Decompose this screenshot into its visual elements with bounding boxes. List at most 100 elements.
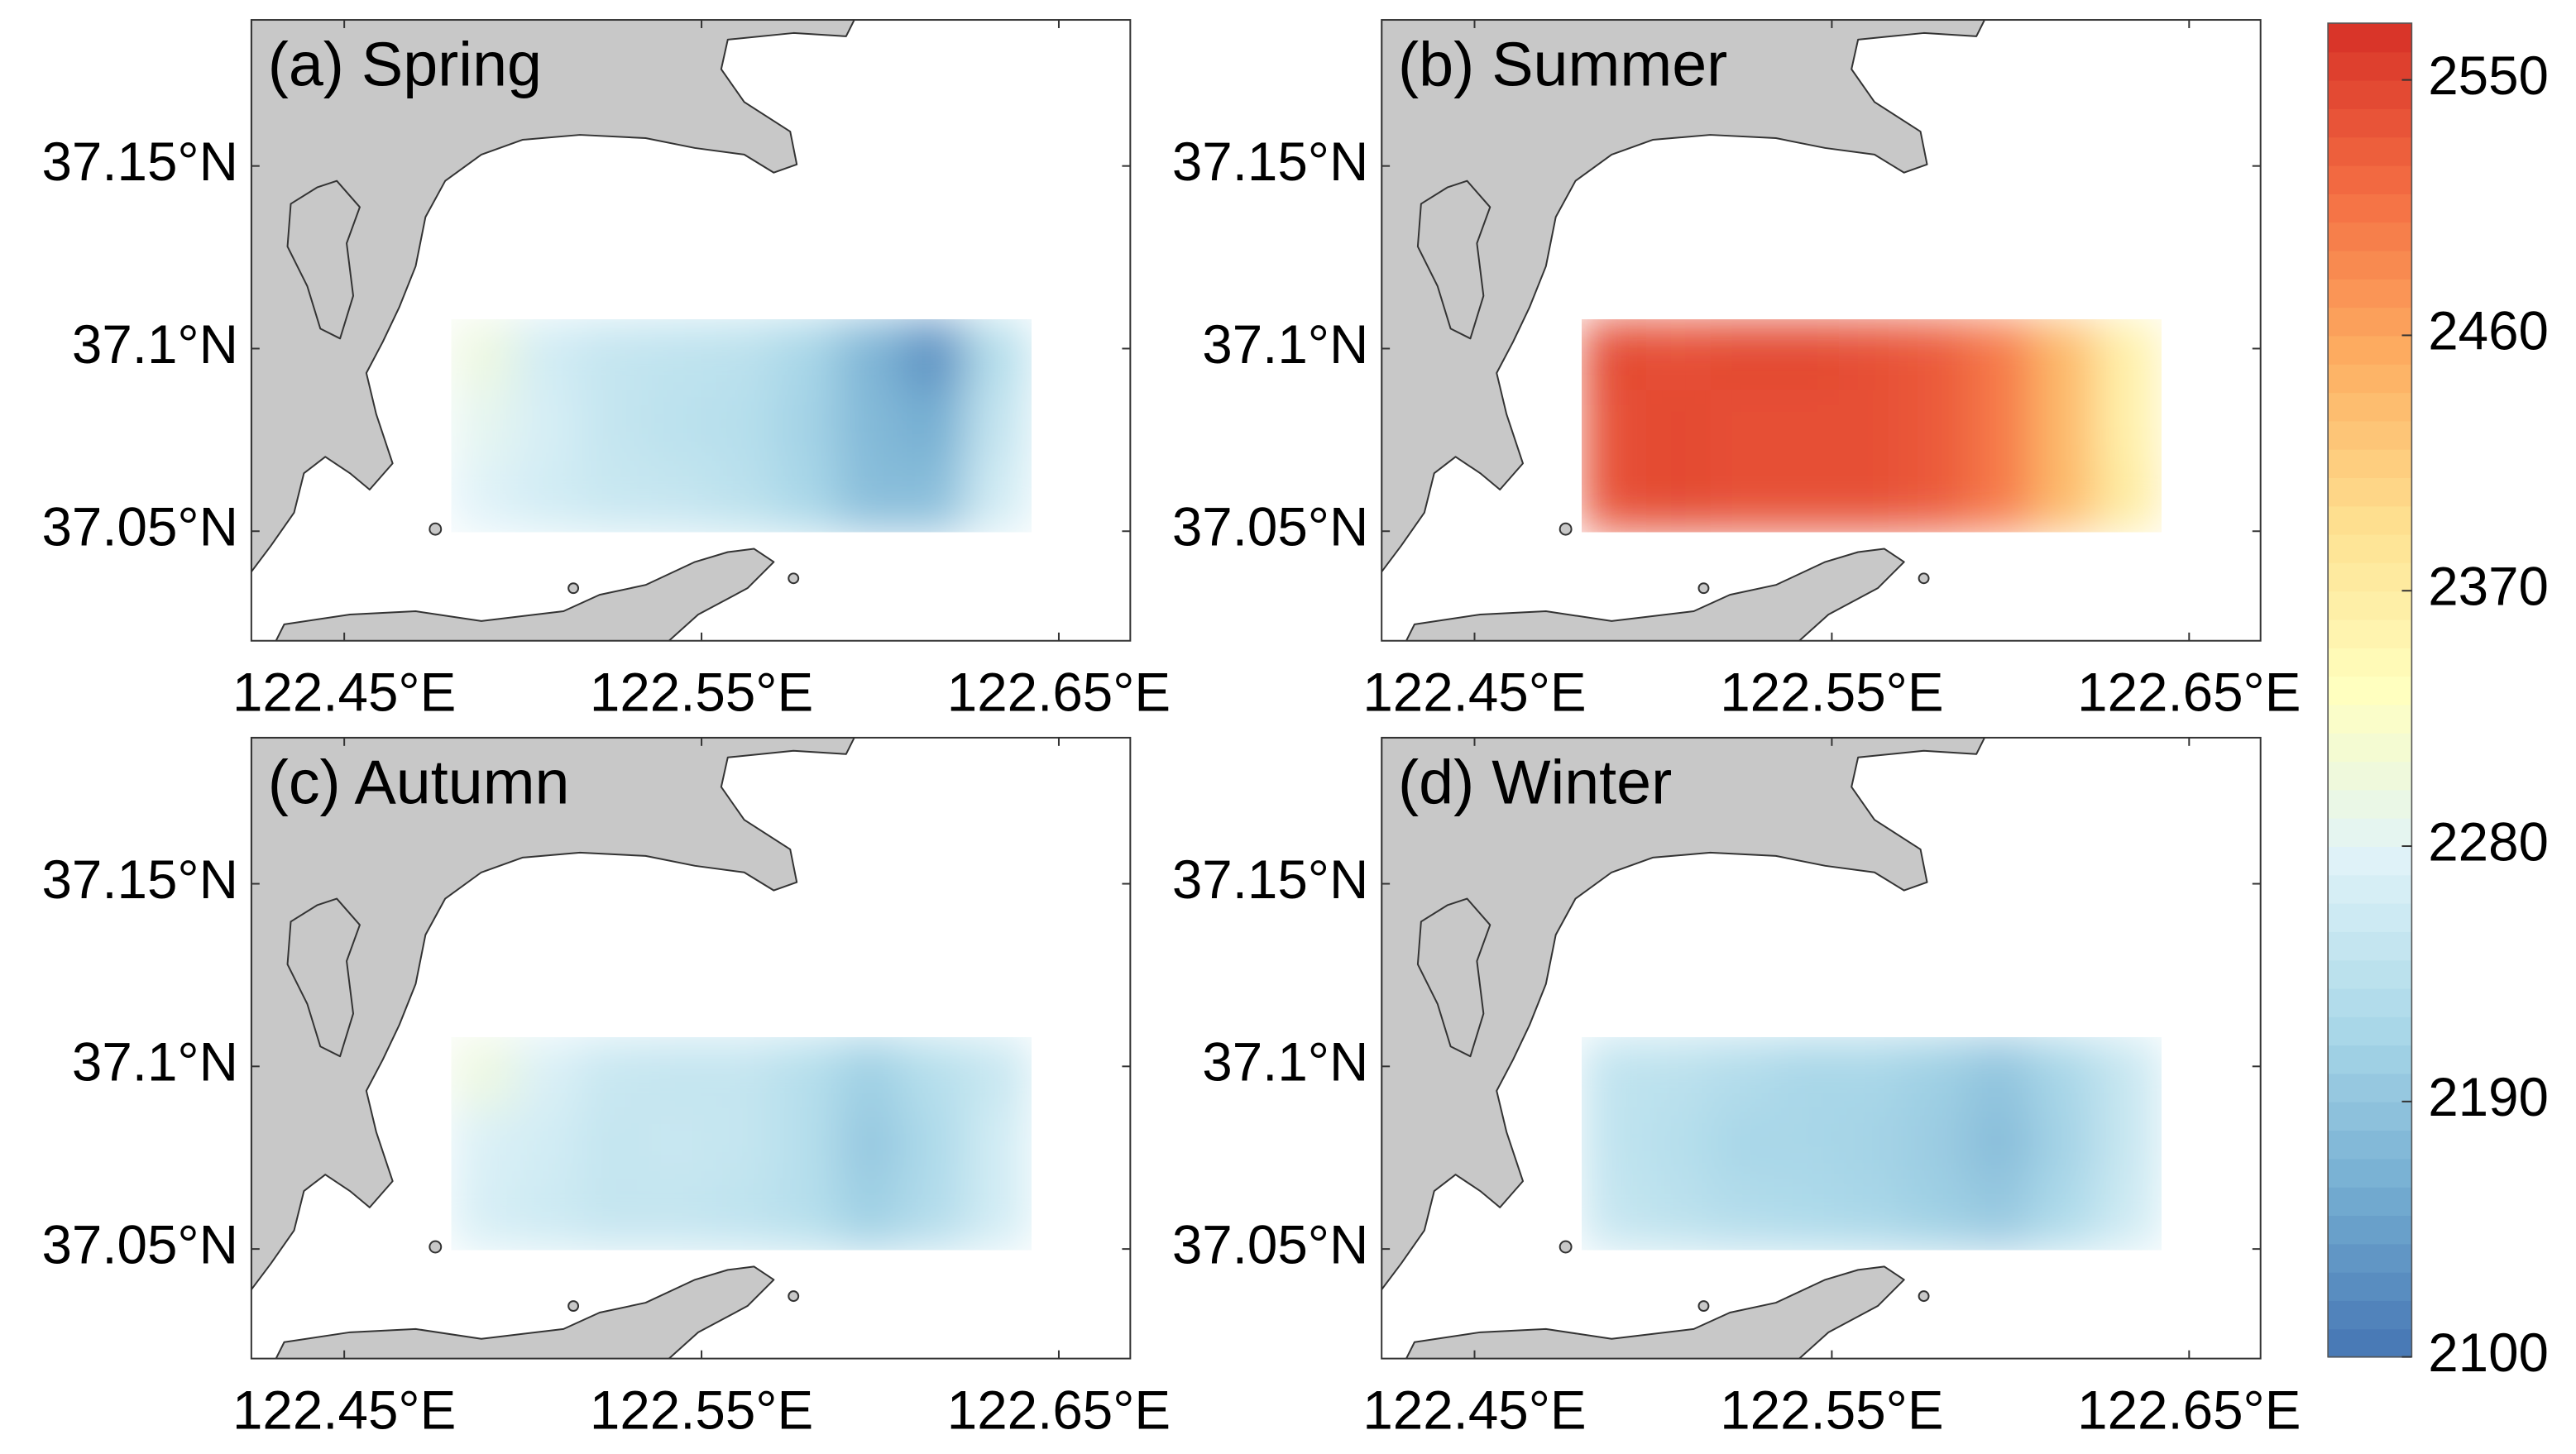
panel-title: (d) Winter [1398, 747, 1672, 816]
field-cell [580, 319, 646, 391]
field [1582, 1037, 2162, 1251]
field-cell [515, 1037, 582, 1109]
field-cell [2032, 1107, 2098, 1179]
field-cell [708, 390, 774, 462]
x-tick-label: 122.65°E [947, 662, 1171, 723]
field-cell [2032, 1178, 2098, 1251]
field-cell [1582, 319, 1648, 391]
field-cell [2032, 460, 2098, 533]
colorbar-band [2328, 1299, 2412, 1330]
colorbar-band [2328, 1073, 2412, 1102]
panels: (a) Spring 122.45°E 122.55°E 122.65°E 37.05°… [41, 19, 2301, 1440]
field-cell [580, 390, 646, 462]
colorbar-band [2328, 1215, 2412, 1245]
colorbar-band [2328, 23, 2412, 53]
x-tick-label: 122.45°E [1362, 662, 1586, 723]
colorbar-band [2328, 307, 2412, 337]
colorbar-band [2328, 392, 2412, 422]
field-cell [1967, 319, 2033, 391]
field-cell [580, 1178, 646, 1251]
field-cell [2032, 390, 2098, 462]
y-tick-label: 37.05°N [1172, 1214, 1368, 1275]
field-cell [965, 1037, 1032, 1109]
field-cell [2032, 319, 2098, 391]
colorbar-band [2328, 1243, 2412, 1273]
colorbar-band [2328, 1328, 2412, 1358]
field-cell [644, 1178, 710, 1251]
field-cell [1582, 390, 1648, 462]
colorbar-band [2328, 1130, 2412, 1160]
field-cell [1903, 390, 1969, 462]
field-cell [901, 460, 967, 533]
field-cell [708, 1107, 774, 1179]
colorbar-band [2328, 420, 2412, 450]
field-cell [1774, 1178, 1841, 1251]
colorbar-band [2328, 647, 2412, 677]
field-cell [901, 1037, 967, 1109]
colorbar-band [2328, 51, 2412, 81]
colorbar-band [2328, 619, 2412, 648]
panel-title: (c) Autumn [268, 747, 570, 816]
field-cell [708, 319, 774, 391]
field [451, 1037, 1032, 1251]
map-panel: (b) Summer 122.45°E 122.55°E 122.65°E 37.05°… [1172, 19, 2301, 723]
field-cell [1839, 460, 1904, 533]
field-cell [451, 319, 517, 391]
colorbar-band [2328, 732, 2412, 763]
panel-frame [1381, 736, 2262, 1360]
x-tick-label: 122.55°E [1720, 1380, 1943, 1440]
field-cell [1645, 1107, 1712, 1179]
y-tick-label: 37.1°N [1202, 1032, 1368, 1093]
field-cell [644, 390, 710, 462]
field-cell [580, 460, 646, 533]
colorbar-band [2328, 591, 2412, 620]
field-cell [515, 390, 582, 462]
panel-frame [250, 19, 1132, 642]
colorbar-band [2328, 988, 2412, 1017]
colorbar-band [2328, 1045, 2412, 1074]
field-cell [773, 390, 839, 462]
field-cell [708, 1178, 774, 1251]
field-cell [1839, 319, 1904, 391]
field-cell [1582, 1178, 1648, 1251]
field-cell [1839, 1107, 1904, 1179]
x-tick-label: 122.65°E [2077, 662, 2301, 723]
colorbar-band [2328, 789, 2412, 819]
colorbar-tick-label: 2280 [2428, 811, 2549, 872]
field-cell [451, 1178, 517, 1251]
colorbar-tick-label: 2460 [2428, 301, 2549, 361]
colorbar-band [2328, 250, 2412, 280]
colorbar-band [2328, 1016, 2412, 1046]
field-cell [1774, 319, 1841, 391]
colorbar-band [2328, 846, 2412, 876]
field-cell [1774, 1037, 1841, 1109]
field-cell [837, 460, 903, 533]
y-tick-label: 37.15°N [1172, 849, 1368, 910]
colorbar-band [2328, 761, 2412, 791]
field-cell [773, 319, 839, 391]
y-tick-label: 37.05°N [1172, 497, 1368, 557]
field-cell [965, 460, 1032, 533]
field-cell [1967, 460, 2033, 533]
x-tick-label: 122.65°E [947, 1380, 1171, 1440]
field-cell [837, 1178, 903, 1251]
colorbar-tick-label: 2370 [2428, 557, 2549, 617]
map-panel: (a) Spring 122.45°E 122.55°E 122.65°E 37.05°… [41, 19, 1171, 723]
x-tick-label: 122.45°E [1362, 1380, 1586, 1440]
colorbar-band [2328, 1101, 2412, 1131]
field-cell [773, 1178, 839, 1251]
field-cell [1645, 1178, 1712, 1251]
field-cell [1582, 1107, 1648, 1179]
field-cell [837, 1037, 903, 1109]
y-tick-label: 37.05°N [41, 1214, 237, 1275]
field-cell [2096, 390, 2162, 462]
field-cell [1903, 319, 1969, 391]
y-tick-label: 37.1°N [1202, 314, 1368, 375]
colorbar-tick-label: 2550 [2428, 45, 2549, 106]
colorbar-band [2328, 930, 2412, 961]
colorbar: 2100 2190 2280 2370 2460 2550 [2327, 22, 2549, 1383]
x-tick-label: 122.55°E [1720, 662, 1943, 723]
colorbar-band [2328, 1158, 2412, 1188]
field-cell [451, 390, 517, 462]
x-tick-label: 122.65°E [2077, 1380, 2301, 1440]
